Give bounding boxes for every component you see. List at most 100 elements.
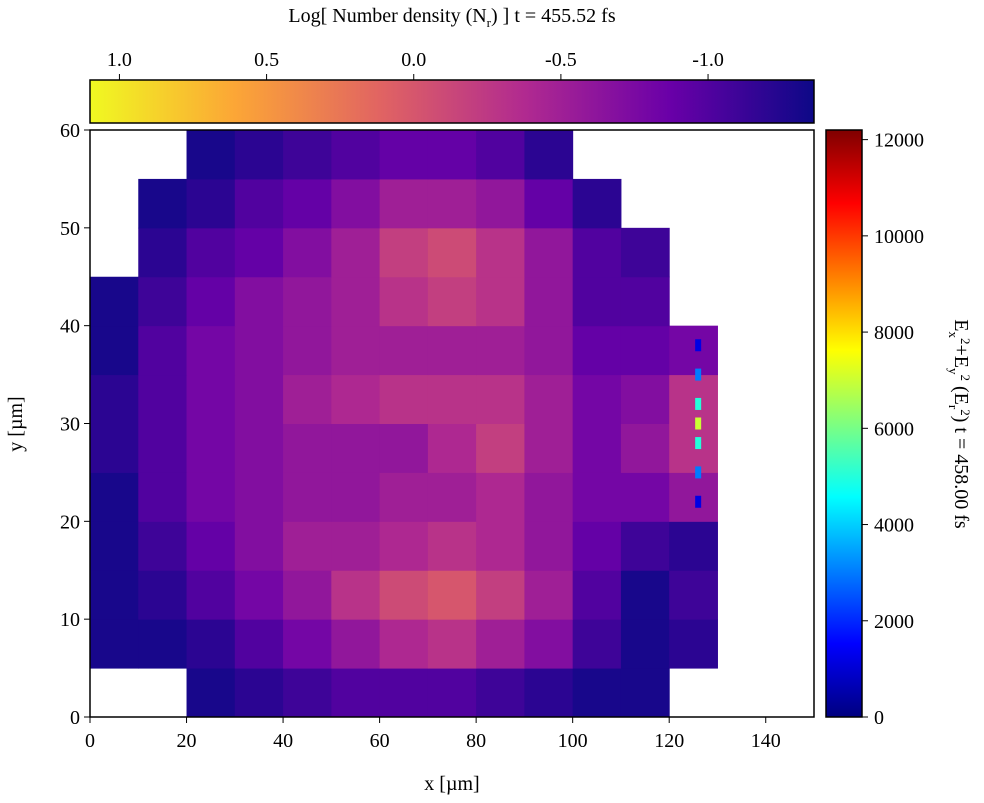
label-part: ) ] t = 455.52 fs bbox=[491, 5, 616, 27]
density-cell bbox=[572, 570, 622, 620]
field-colorbar-tick-label: 12000 bbox=[874, 130, 924, 152]
density-cell bbox=[283, 619, 332, 669]
colorbar-label: Log[ Number density (Nr) ] t = 455.52 fs bbox=[288, 5, 615, 30]
label-part: 2 bbox=[958, 338, 973, 345]
density-cell bbox=[427, 570, 477, 620]
density-cell bbox=[427, 668, 477, 718]
density-cell bbox=[186, 570, 236, 620]
density-cell bbox=[669, 472, 718, 522]
density-cell bbox=[572, 521, 622, 571]
density-cell bbox=[620, 276, 670, 327]
density-cell bbox=[186, 668, 236, 718]
density-cell bbox=[620, 325, 670, 376]
density-cell bbox=[669, 619, 718, 669]
density-cell bbox=[476, 570, 525, 620]
field-colorbar-tick-label: 8000 bbox=[874, 322, 914, 344]
density-cell bbox=[476, 521, 525, 571]
density-cell bbox=[138, 227, 188, 278]
density-cell bbox=[331, 276, 381, 327]
density-cell bbox=[283, 227, 332, 278]
density-cell bbox=[138, 619, 188, 669]
density-cell bbox=[524, 521, 574, 571]
density-cell bbox=[476, 227, 525, 278]
density-cell bbox=[90, 423, 139, 473]
density-cell bbox=[234, 570, 284, 620]
density-cell bbox=[379, 276, 429, 327]
density-cell bbox=[234, 130, 284, 180]
density-cell bbox=[331, 130, 381, 180]
density-cell bbox=[283, 668, 332, 718]
density-cell bbox=[427, 276, 477, 327]
density-cell bbox=[524, 178, 574, 229]
density-cell bbox=[572, 423, 622, 473]
label-part: r bbox=[946, 405, 961, 410]
x-tick-label: 20 bbox=[177, 730, 197, 752]
density-cell bbox=[234, 668, 284, 718]
density-cell bbox=[427, 472, 477, 522]
colorbar-tick-label: -0.5 bbox=[545, 49, 577, 71]
density-cell bbox=[524, 423, 574, 473]
density-cell bbox=[186, 619, 236, 669]
label-part: r bbox=[487, 15, 492, 30]
colorbar-tick-label: 0.0 bbox=[401, 49, 426, 71]
density-cell bbox=[572, 619, 622, 669]
density-cell bbox=[379, 374, 429, 424]
density-cell bbox=[379, 423, 429, 473]
density-cell bbox=[476, 668, 525, 718]
density-cell bbox=[572, 325, 622, 376]
label-part: Log[ Number density (N bbox=[288, 5, 486, 27]
density-cell bbox=[379, 570, 429, 620]
density-cell bbox=[620, 227, 670, 278]
density-cell bbox=[186, 423, 236, 473]
field-colorbar-label: Ex2+Ey2 (Er2) t = 458.00 fs bbox=[946, 319, 973, 529]
label-part: x bbox=[946, 332, 961, 339]
density-cell bbox=[234, 276, 284, 327]
density-cell bbox=[138, 374, 188, 424]
label-part: ) t = 458.00 fs bbox=[950, 416, 972, 529]
colorbar-tick-label: 1.0 bbox=[107, 49, 132, 71]
density-cell bbox=[90, 276, 139, 327]
density-cell bbox=[572, 227, 622, 278]
density-cell bbox=[669, 374, 718, 424]
density-cell bbox=[620, 668, 670, 718]
y-tick-label: 20 bbox=[60, 511, 80, 533]
x-tick-label: 80 bbox=[466, 730, 486, 752]
density-cell bbox=[283, 276, 332, 327]
density-cell bbox=[524, 374, 574, 424]
density-cell bbox=[524, 130, 574, 180]
label-part: 2 bbox=[958, 409, 973, 416]
density-cell bbox=[572, 178, 622, 229]
density-cell bbox=[476, 619, 525, 669]
density-cell bbox=[524, 619, 574, 669]
density-cell bbox=[283, 325, 332, 376]
density-cell bbox=[620, 423, 670, 473]
y-tick-label: 10 bbox=[60, 609, 80, 631]
density-cell bbox=[669, 521, 718, 571]
field-colorbar bbox=[825, 129, 863, 718]
density-cell bbox=[379, 619, 429, 669]
y-tick-label: 60 bbox=[60, 120, 80, 142]
density-cell bbox=[283, 130, 332, 180]
x-tick-label: 100 bbox=[558, 730, 588, 752]
field-point bbox=[695, 397, 702, 410]
density-cell bbox=[138, 472, 188, 522]
label-part: +E bbox=[950, 345, 972, 369]
field-colorbar-tick-label: 2000 bbox=[874, 611, 914, 633]
density-cell bbox=[379, 521, 429, 571]
y-tick-label: 0 bbox=[70, 707, 80, 729]
density-cell bbox=[186, 178, 236, 229]
density-cell bbox=[186, 374, 236, 424]
density-cell bbox=[572, 472, 622, 522]
density-cell bbox=[283, 570, 332, 620]
density-cell bbox=[234, 521, 284, 571]
label-part: (E bbox=[950, 381, 972, 405]
field-point bbox=[695, 339, 702, 352]
x-tick-label: 120 bbox=[654, 730, 684, 752]
density-cell bbox=[427, 374, 477, 424]
density-cell bbox=[283, 521, 332, 571]
density-cell bbox=[186, 227, 236, 278]
density-cell bbox=[427, 423, 477, 473]
density-cell bbox=[379, 325, 429, 376]
density-cell bbox=[524, 325, 574, 376]
